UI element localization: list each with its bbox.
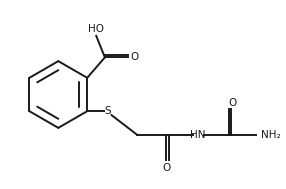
Text: O: O <box>162 163 171 173</box>
Text: HN: HN <box>190 130 206 140</box>
Text: O: O <box>229 98 237 108</box>
Text: NH₂: NH₂ <box>261 130 281 140</box>
Text: O: O <box>130 52 138 62</box>
Text: S: S <box>104 106 111 116</box>
Text: HO: HO <box>88 24 104 34</box>
